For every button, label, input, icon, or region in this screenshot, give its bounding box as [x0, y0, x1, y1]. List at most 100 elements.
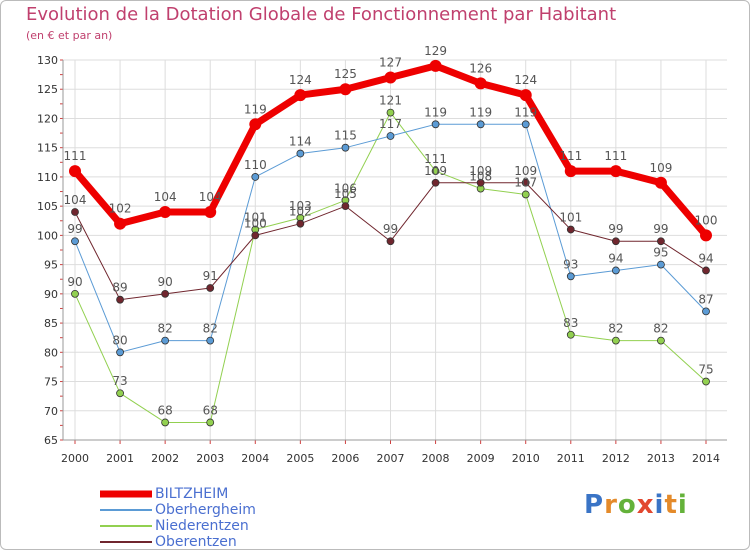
data-label-oberentzen: 109: [514, 164, 537, 178]
data-label-oberentzen: 89: [112, 281, 127, 295]
chart-legend: BILTZHEIM Oberhergheim Niederentzen Ober…: [100, 486, 256, 550]
y-tick-label: 95: [44, 259, 58, 272]
y-tick-label: 130: [37, 54, 58, 67]
legend-label-niederentzen: Niederentzen: [155, 518, 249, 534]
data-label-oberhergheim: 119: [514, 105, 537, 119]
data-point-biltzheim: [429, 59, 442, 72]
data-point-biltzheim: [609, 165, 622, 178]
data-label-niederentzen: 68: [158, 403, 173, 417]
y-tick-label: 80: [44, 346, 58, 359]
data-point-oberhergheim: [611, 266, 620, 275]
data-label-oberhergheim: 115: [334, 129, 357, 143]
data-point-oberhergheim: [116, 348, 124, 357]
data-label-niederentzen: 68: [203, 403, 218, 417]
data-label-niederentzen: 83: [563, 316, 578, 330]
data-point-oberentzen: [611, 237, 620, 246]
data-point-oberhergheim: [476, 120, 485, 129]
data-label-niederentzen: 73: [112, 374, 127, 388]
y-tick-label: 90: [44, 288, 58, 301]
data-point-niederentzen: [702, 377, 710, 386]
data-label-oberentzen: 100: [244, 216, 267, 230]
data-label-oberentzen: 99: [383, 222, 398, 236]
logo-letter: t: [664, 490, 678, 520]
data-point-oberhergheim: [161, 336, 170, 345]
y-tick-label: 65: [44, 434, 58, 447]
legend-swatch-niederentzen: [100, 525, 152, 527]
data-label-oberhergheim: 119: [424, 105, 447, 119]
x-tick-label: 2004: [241, 452, 269, 465]
data-point-oberentzen: [116, 295, 124, 304]
y-tick-label: 105: [37, 200, 58, 213]
data-point-oberentzen: [657, 237, 665, 246]
data-point-biltzheim: [69, 165, 81, 178]
logo-letter: o: [617, 490, 637, 520]
x-tick-label: 2002: [151, 452, 179, 465]
data-point-oberhergheim: [206, 336, 215, 345]
logo-letter: x: [636, 490, 655, 520]
data-label-niederentzen: 106: [334, 181, 357, 195]
data-label-oberentzen: 104: [64, 193, 87, 207]
data-label-oberhergheim: 87: [698, 292, 713, 306]
data-point-biltzheim: [294, 89, 307, 102]
data-point-oberentzen: [206, 284, 215, 292]
legend-label-biltzheim: BILTZHEIM: [155, 486, 229, 502]
data-label-oberhergheim: 80: [112, 333, 127, 347]
data-point-oberhergheim: [71, 237, 79, 246]
x-tick-label: 2000: [61, 452, 89, 465]
data-point-biltzheim: [384, 71, 397, 84]
proxiti-logo: Proxiti: [584, 490, 688, 520]
data-point-niederentzen: [657, 336, 665, 345]
data-label-oberentzen: 101: [559, 211, 582, 225]
y-tick-label: 100: [37, 229, 58, 242]
x-tick-label: 2013: [647, 452, 675, 465]
logo-letter: P: [584, 490, 605, 520]
data-label-niederentzen: 101: [244, 211, 267, 225]
x-tick-label: 2008: [422, 452, 450, 465]
x-tick-label: 2010: [512, 452, 540, 465]
data-label-biltzheim: 126: [469, 61, 492, 75]
data-label-oberhergheim: 95: [653, 246, 668, 260]
data-label-oberhergheim: 94: [608, 251, 623, 265]
data-point-niederentzen: [566, 330, 575, 339]
data-label-oberentzen: 99: [608, 222, 623, 236]
data-label-oberhergheim: 82: [203, 322, 218, 336]
x-tick-label: 2001: [106, 452, 134, 465]
data-label-biltzheim: 129: [424, 44, 447, 58]
legend-label-oberhergheim: Oberhergheim: [155, 502, 256, 518]
data-label-niederentzen: 103: [289, 199, 312, 213]
data-point-niederentzen: [206, 418, 215, 427]
data-point-niederentzen: [116, 389, 124, 398]
data-point-biltzheim: [700, 229, 712, 242]
data-label-biltzheim: 111: [604, 149, 627, 163]
data-point-biltzheim: [339, 83, 352, 96]
chart-subtitle: (en € et par an): [26, 29, 113, 42]
data-point-oberhergheim: [296, 149, 305, 158]
data-label-oberhergheim: 99: [67, 222, 82, 236]
data-label-niederentzen: 107: [514, 175, 537, 189]
data-point-oberhergheim: [521, 120, 530, 129]
data-point-biltzheim: [654, 176, 667, 189]
data-point-oberhergheim: [251, 173, 260, 181]
data-point-niederentzen: [71, 289, 79, 298]
data-point-niederentzen: [161, 418, 170, 427]
data-label-oberhergheim: 119: [469, 105, 492, 119]
legend-swatch-biltzheim: [100, 490, 152, 498]
logo-letter: i: [654, 490, 665, 520]
legend-item-niederentzen: Niederentzen: [100, 518, 256, 534]
data-point-niederentzen: [386, 108, 395, 117]
data-label-oberentzen: 109: [469, 164, 492, 178]
x-tick-label: 2011: [557, 452, 585, 465]
data-point-biltzheim: [159, 206, 172, 218]
data-label-biltzheim: 104: [154, 190, 177, 204]
data-label-oberentzen: 102: [289, 205, 312, 219]
data-point-niederentzen: [521, 190, 530, 199]
data-label-niederentzen: 82: [608, 322, 623, 336]
data-point-oberentzen: [521, 178, 530, 187]
data-label-niederentzen: 90: [67, 275, 82, 289]
data-label-oberentzen: 94: [698, 251, 713, 265]
legend-item-oberhergheim: Oberhergheim: [100, 502, 256, 518]
data-label-niederentzen: 121: [379, 94, 402, 108]
data-point-oberentzen: [296, 219, 305, 228]
data-label-niederentzen: 75: [698, 363, 713, 377]
data-point-biltzheim: [519, 89, 532, 102]
